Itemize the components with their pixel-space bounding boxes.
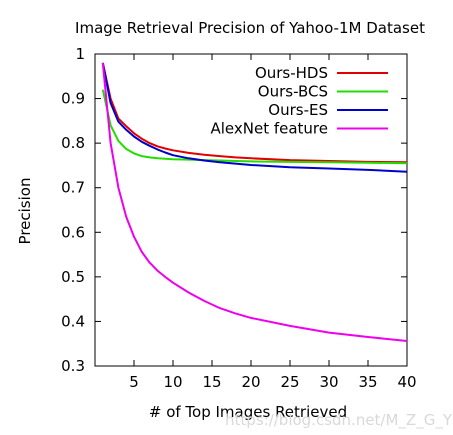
- x-axis-label: # of Top Images Retrieved: [149, 403, 347, 421]
- series-lines: [101, 62, 408, 342]
- y-tick-label: 0.5: [61, 268, 85, 286]
- y-tick-label: 0.3: [61, 357, 85, 375]
- series-line-ours-bcs: [101, 89, 408, 165]
- legend-label: AlexNet feature: [210, 120, 328, 138]
- plot-frame: [94, 53, 408, 367]
- x-tick-label: 40: [397, 373, 416, 391]
- y-tick-label: 0.4: [61, 312, 85, 330]
- x-tick-label: 30: [319, 373, 338, 391]
- x-tick-label: 35: [358, 373, 377, 391]
- x-axis-ticks: 5 10 15 20 25 30 35 40: [129, 54, 417, 391]
- series-line-ours-hds: [101, 62, 408, 164]
- y-tick-label: 1: [75, 45, 85, 63]
- watermark: https://blog.csdn.net/M_Z_G_Y: [225, 411, 453, 430]
- y-axis-label: Precision: [16, 178, 34, 245]
- x-tick-label: 10: [163, 373, 182, 391]
- chart-title: Image Retrieval Precision of Yahoo-1M Da…: [75, 19, 425, 37]
- y-tick-label: 0.8: [61, 134, 85, 152]
- y-tick-label: 0.6: [61, 223, 85, 241]
- plot-area: [94, 53, 408, 367]
- legend-label: Ours-BCS: [258, 83, 328, 101]
- legend-label: Ours-HDS: [255, 64, 328, 82]
- x-tick-label: 15: [202, 373, 221, 391]
- x-tick-label: 25: [280, 373, 299, 391]
- x-tick-label: 5: [129, 373, 139, 391]
- x-tick-label: 20: [241, 373, 260, 391]
- y-tick-label: 0.7: [61, 179, 85, 197]
- series-line-ours-es: [101, 62, 408, 173]
- series-line-alexnet-feature: [101, 62, 408, 342]
- y-tick-label: 0.9: [61, 90, 85, 108]
- y-axis-ticks: 0.3 0.4 0.5 0.6 0.7 0.8 0.9 1: [61, 45, 407, 375]
- legend-label: Ours-ES: [268, 101, 328, 119]
